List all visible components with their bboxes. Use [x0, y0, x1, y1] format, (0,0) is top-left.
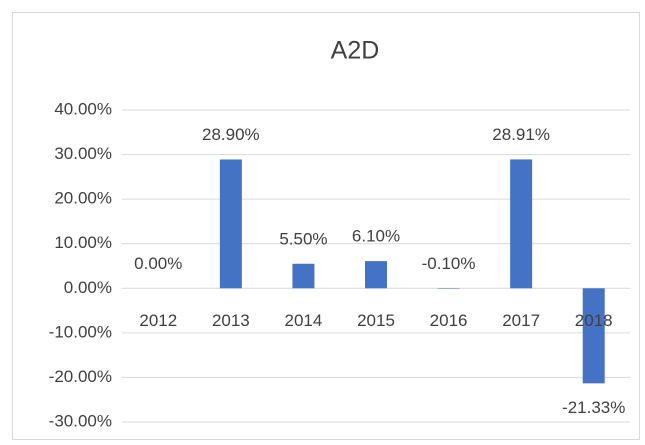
- y-tick-label: 10.00%: [54, 233, 112, 252]
- data-label: 28.90%: [202, 125, 260, 144]
- data-label: -0.10%: [422, 254, 476, 273]
- y-tick-label: 30.00%: [54, 144, 112, 163]
- y-tick-label: 40.00%: [54, 99, 112, 118]
- y-tick-label: 0.00%: [64, 278, 112, 297]
- x-tick-label: 2012: [139, 311, 177, 330]
- x-tick-label: 2018: [575, 311, 613, 330]
- data-label: 28.91%: [492, 125, 550, 144]
- y-tick-label: -30.00%: [49, 411, 112, 430]
- bar: [292, 263, 315, 289]
- y-tick-label: 20.00%: [54, 189, 112, 208]
- x-tick-label: 2013: [212, 311, 250, 330]
- bar: [582, 288, 605, 384]
- bar: [510, 159, 533, 289]
- data-label: 5.50%: [279, 229, 327, 248]
- bar: [365, 261, 387, 289]
- y-tick-label: -20.00%: [49, 367, 112, 386]
- x-tick-label: 2016: [430, 311, 468, 330]
- data-label: 6.10%: [352, 227, 400, 246]
- x-tick-label: 2014: [285, 311, 323, 330]
- chart-title: A2D: [331, 37, 380, 65]
- bar: [219, 159, 242, 289]
- data-label: -21.33%: [562, 398, 625, 417]
- y-tick-label: -10.00%: [49, 322, 112, 341]
- x-tick-label: 2017: [502, 311, 540, 330]
- data-label: 0.00%: [134, 254, 182, 273]
- chart-border: [12, 12, 640, 440]
- x-tick-label: 2015: [357, 311, 395, 330]
